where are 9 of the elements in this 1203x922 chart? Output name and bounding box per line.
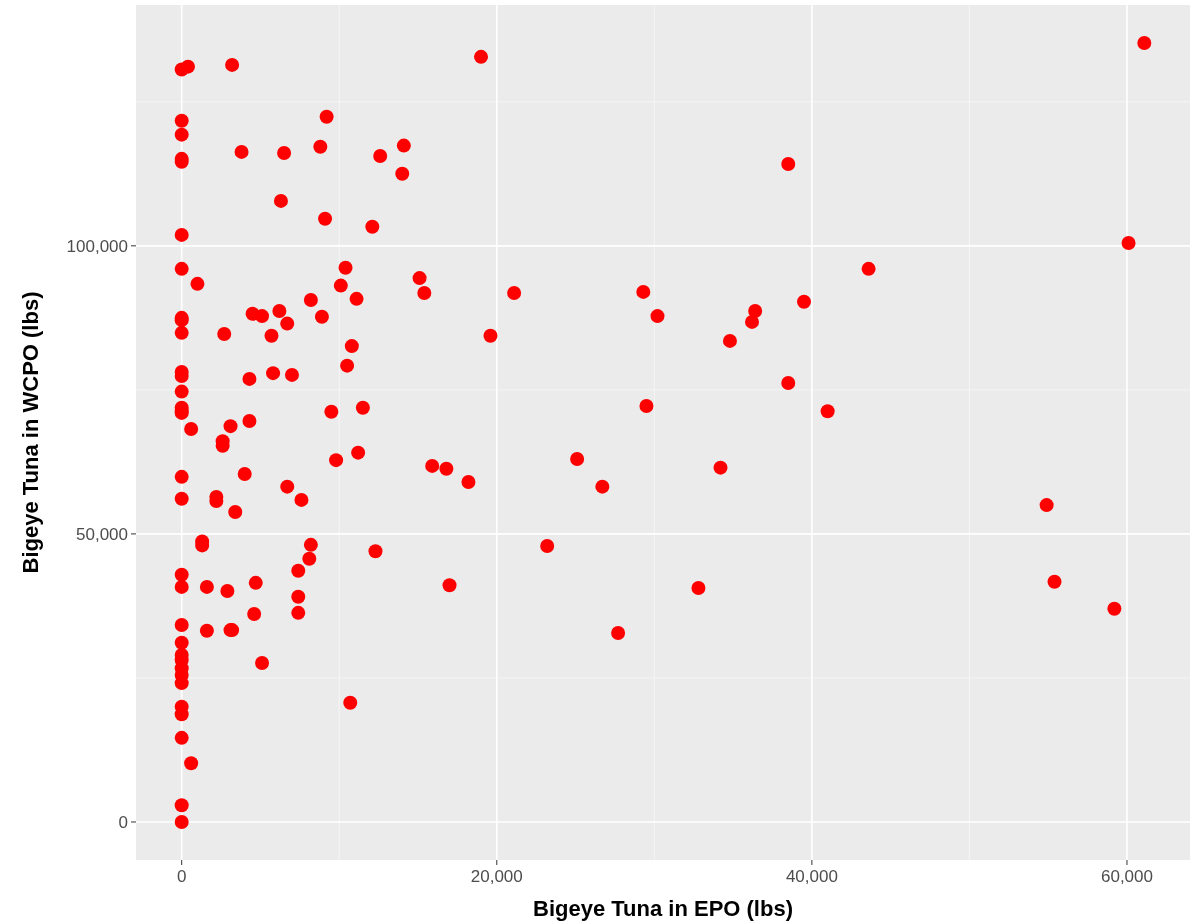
x-tick-label: 40,000 <box>785 867 838 886</box>
y-tick-label: 0 <box>118 812 128 832</box>
x-tick-label: 60,000 <box>1100 867 1153 886</box>
y-tick-label: 100,000 <box>66 236 128 256</box>
x-tick-label: 0 <box>176 867 187 886</box>
x-tick-label: 20,000 <box>470 867 523 886</box>
y-tick-label: 50,000 <box>76 524 128 544</box>
x-axis-title: Bigeye Tuna in EPO (lbs) <box>533 896 793 921</box>
y-axis-title: Bigeye Tuna in WCPO (lbs) <box>18 291 43 574</box>
